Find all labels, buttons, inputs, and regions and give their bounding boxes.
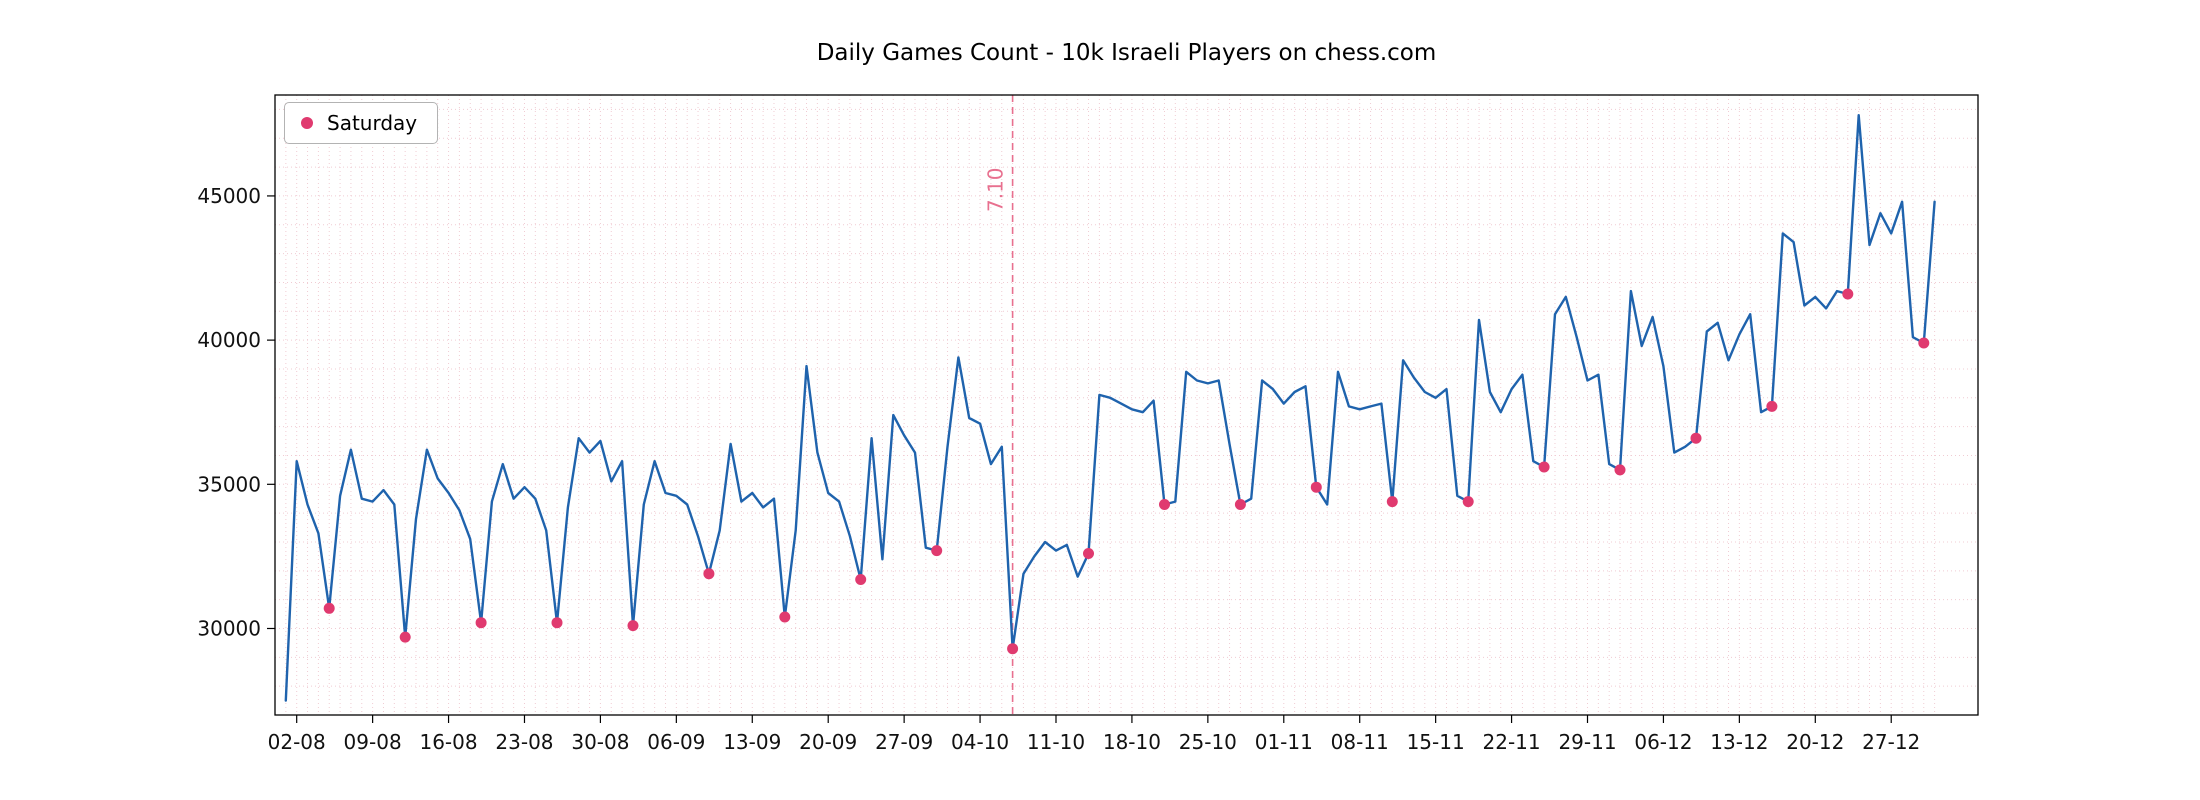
- saturday-dot: [931, 545, 943, 557]
- saturday-dot: [1842, 288, 1854, 300]
- x-tick-label: 27-09: [875, 730, 933, 754]
- x-tick-label: 09-08: [344, 730, 402, 754]
- x-tick-label: 02-08: [268, 730, 326, 754]
- saturday-dot: [1918, 337, 1930, 349]
- saturday-dot: [1690, 432, 1702, 444]
- saturday-dot: [1083, 548, 1094, 559]
- x-tick-label: 16-08: [419, 730, 477, 754]
- y-tick-label: 30000: [197, 616, 261, 640]
- x-tick-label: 20-12: [1786, 730, 1844, 754]
- x-tick-label: 08-11: [1331, 730, 1389, 754]
- saturday-dot: [475, 617, 487, 629]
- saturday-dot: [1007, 643, 1019, 655]
- x-tick-label: 27-12: [1862, 730, 1920, 754]
- plot-border: [274, 94, 1979, 716]
- x-tick-label: 23-08: [495, 730, 553, 754]
- saturday-dot: [627, 620, 639, 632]
- saturday-dot: [1386, 496, 1398, 508]
- saturday-dot: [1766, 400, 1778, 412]
- legend: Saturday: [284, 102, 439, 144]
- x-tick-label: 25-10: [1179, 730, 1237, 754]
- x-tick-label: 29-11: [1558, 730, 1616, 754]
- x-tick-label: 22-11: [1483, 730, 1541, 754]
- saturday-dot: [1538, 461, 1550, 473]
- saturday-dot: [1234, 499, 1246, 510]
- x-tick-label: 06-12: [1634, 730, 1692, 754]
- daily-games-line: [284, 114, 1936, 702]
- saturday-dot: [1159, 499, 1170, 510]
- saturday-dot: [323, 602, 335, 614]
- legend-label: Saturday: [327, 111, 418, 135]
- x-tick-label: 13-12: [1710, 730, 1768, 754]
- saturday-dot: [399, 631, 411, 643]
- event-line-label: 7.10: [984, 167, 1008, 212]
- x-tick-label: 30-08: [571, 730, 629, 754]
- x-tick-label: 13-09: [723, 730, 781, 754]
- saturday-dot: [779, 611, 791, 623]
- y-tick-label: 35000: [197, 472, 261, 496]
- x-tick-label: 18-10: [1103, 730, 1161, 754]
- y-tick-label: 40000: [197, 328, 261, 352]
- x-tick-label: 01-11: [1255, 730, 1313, 754]
- chart-title: Daily Games Count - 10k Israeli Players …: [816, 40, 1437, 66]
- saturday-dot: [703, 568, 715, 580]
- saturday-dot: [1462, 496, 1474, 508]
- x-tick-label: 06-09: [647, 730, 705, 754]
- saturday-dot: [1310, 481, 1322, 493]
- x-tick-label: 20-09: [799, 730, 857, 754]
- saturday-dot: [855, 574, 867, 585]
- saturday-dot: [1614, 464, 1626, 476]
- saturday-dot: [551, 617, 563, 629]
- y-tick-label: 45000: [197, 184, 261, 208]
- saturday-marker-icon: [301, 117, 313, 129]
- x-tick-label: 15-11: [1407, 730, 1465, 754]
- x-tick-label: 11-10: [1027, 730, 1085, 754]
- x-tick-label: 04-10: [951, 730, 1009, 754]
